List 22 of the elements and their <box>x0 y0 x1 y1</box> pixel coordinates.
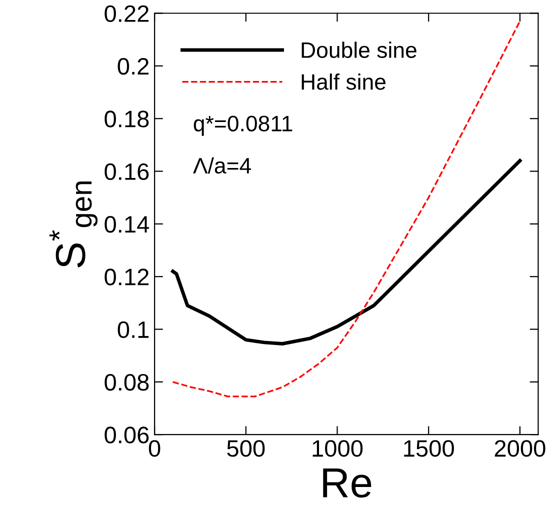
annotation: q*=0.0811 <box>194 116 292 136</box>
y-tick-label: 0.08 <box>104 374 149 391</box>
x-tick-label: 1500 <box>404 440 454 457</box>
y-tick-label: 0.22 <box>104 5 149 22</box>
y-tick-label: 0.14 <box>104 216 150 233</box>
line-series <box>171 158 522 346</box>
legend-label: Half sine <box>302 74 386 90</box>
y-tick-label: 0.18 <box>104 110 149 128</box>
y-tick-label: 0.1 <box>118 321 149 338</box>
x-tick-label: 1000 <box>312 440 363 457</box>
legend-label: Double sine <box>302 42 416 58</box>
x-tick-label: 0 <box>148 440 160 457</box>
y-tick-label: 0.12 <box>104 268 149 286</box>
y-tick-label: 0.06 <box>104 426 149 444</box>
annotation: Λ/a=4 <box>193 157 251 174</box>
y-tick-label: 0.2 <box>118 58 149 75</box>
y-axis-title: S$^{*}$$_{gen}$ <box>49 182 98 268</box>
line-series <box>172 20 521 398</box>
y-tick-label: 0.16 <box>104 163 149 180</box>
x-tick-label: 500 <box>227 440 265 457</box>
x-tick-label: 2000 <box>494 440 546 457</box>
x-axis-title: Re <box>323 468 372 498</box>
